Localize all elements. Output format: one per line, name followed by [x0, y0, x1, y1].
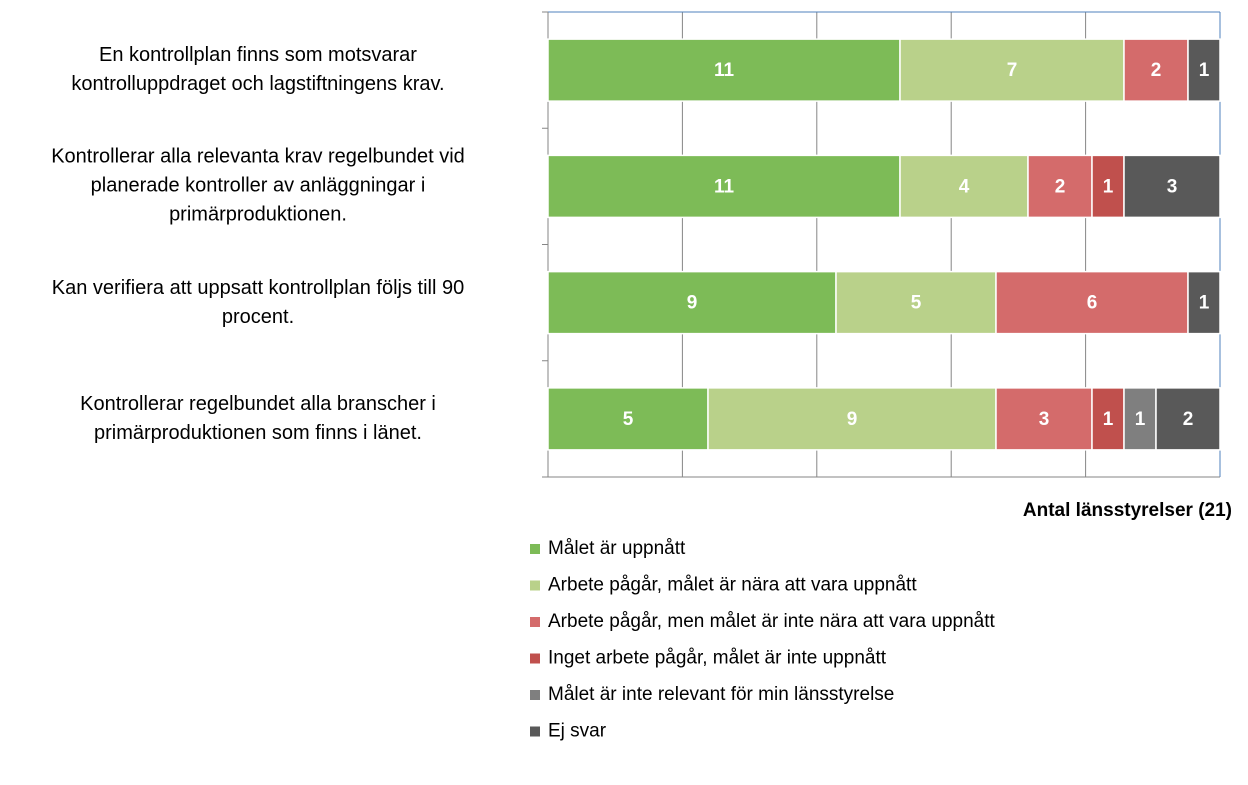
segment-label: 11 [714, 60, 735, 81]
legend-swatch [530, 653, 540, 664]
bar-segment [547, 38, 901, 102]
segment-label: 1 [1199, 60, 1210, 81]
bar-segment [1123, 387, 1157, 451]
bar-segment [1091, 154, 1125, 219]
bar-segment [547, 154, 901, 219]
bar-segment [1123, 38, 1189, 102]
segment-label: 2 [1151, 60, 1162, 81]
bar-segment [1123, 154, 1221, 219]
segment-label: 11 [714, 176, 735, 197]
legend-label: Arbete pågår, men målet är inte nära att… [548, 611, 995, 632]
segment-label: 2 [1183, 409, 1194, 430]
segment-label: 5 [911, 293, 922, 314]
legend-label: Arbete pågår, målet är nära att vara upp… [548, 575, 917, 596]
legend-label: Målet är inte relevant för min länsstyre… [548, 684, 894, 705]
bar-segment [1187, 270, 1221, 335]
segment-label: 1 [1103, 409, 1114, 430]
legend-label: Inget arbete pågår, målet är inte uppnåt… [548, 648, 887, 669]
legend-swatch [530, 726, 540, 737]
legend-swatch [530, 690, 540, 700]
bar-segment [1091, 387, 1125, 451]
category-label: En kontrollplan finns som motsvarar kont… [71, 44, 445, 96]
legend-swatch [530, 580, 540, 591]
segment-label: 9 [687, 293, 698, 314]
bar-segment [547, 387, 709, 451]
category-label: Kontrollerar alla relevanta krav regelbu… [51, 145, 465, 226]
bar-segment [995, 270, 1189, 335]
x-axis-title: Antal länsstyrelser (21) [1023, 500, 1232, 521]
legend-swatch [530, 544, 540, 554]
segment-label: 1 [1135, 409, 1146, 430]
segment-label: 7 [1007, 60, 1018, 81]
segment-label: 4 [959, 176, 970, 197]
legend-label: Ej svar [548, 721, 607, 742]
bar-segment [1155, 387, 1221, 451]
bar-segment [547, 270, 837, 335]
segment-label: 3 [1167, 176, 1178, 197]
bar-segment [1187, 38, 1221, 102]
segment-label: 3 [1039, 409, 1050, 430]
category-label: Kontrollerar regelbundet alla branscher … [80, 392, 436, 444]
segment-label: 9 [847, 409, 858, 430]
segment-label: 1 [1103, 176, 1114, 197]
bar-segment [835, 270, 997, 335]
segment-label: 5 [623, 409, 634, 430]
segment-label: 2 [1055, 176, 1066, 197]
bar-segment [707, 387, 997, 451]
segment-label: 1 [1199, 293, 1210, 314]
legend-label: Målet är uppnått [548, 538, 686, 559]
category-label: Kan verifiera att uppsatt kontrollplan f… [51, 276, 465, 328]
bar-segment [899, 154, 1029, 219]
segment-label: 6 [1087, 293, 1098, 314]
bar-segment [1027, 154, 1093, 219]
legend-swatch [530, 617, 540, 627]
bar-segment [899, 38, 1125, 102]
